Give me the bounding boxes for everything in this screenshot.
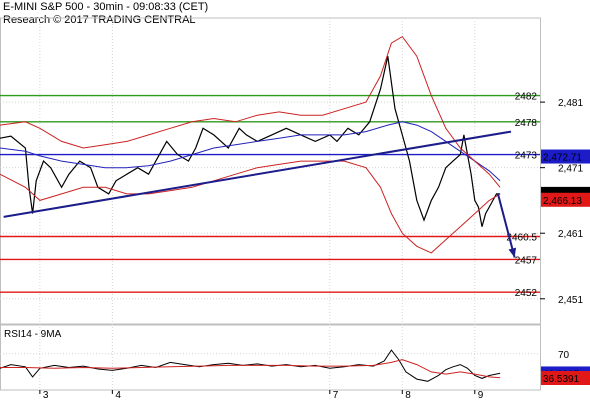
level-label: 2457 [515,255,538,266]
x-tick-label: 8 [405,390,411,400]
rsi-panel: RSI14 - 9MA 7042.829736.5391 [0,323,590,391]
rsi-frame [0,323,541,391]
price-frame [0,17,541,326]
x-tick-label: 7 [333,390,339,400]
price-tag: 2,472.71 [543,153,582,164]
bollinger-upper-line [0,35,501,188]
y-tick-label: 2,461 [558,229,583,240]
price-tag: 2,466.13 [543,196,582,207]
rsi-line [0,349,501,382]
rsi-panel-label: RSI14 - 9MA [4,329,62,340]
rsi-tag-box [541,371,590,386]
forecast-arrow [496,193,516,258]
forecast-arrow-head [508,247,517,258]
trendline [3,130,512,218]
level-label: 2473 [515,151,538,162]
x-tick-label: 4 [115,390,121,400]
rsi-tag: 36.5391 [543,374,580,385]
level-label: 2452 [515,288,538,299]
chart-copyright: Research © 2017 TRADING CENTRAL [3,14,196,26]
chart-title: E-MINI S&P 500 - 30min - 09:08:33 (CET) [3,1,209,13]
moving-average-line [0,121,501,182]
level-label: 2482 [515,92,538,103]
level-label: 2478 [515,118,538,129]
x-tick-label: 3 [43,390,49,400]
rsi-y-tick-label: 70 [558,350,570,361]
bollinger-lower-line [0,160,501,254]
price-tag-box [541,149,590,164]
x-tick-label: 9 [478,390,484,400]
rsi-ma-line [0,359,501,379]
y-tick-label: 2,471 [558,164,583,175]
price-panel: 2,451 2,461 2,471 2,481 2482 2478 2473 2460.5 24… [0,17,590,326]
price-tag-box [541,192,590,207]
level-label: 2460.5 [506,233,537,244]
y-tick-label: 2,451 [558,295,583,306]
y-tick-label: 2,481 [558,98,583,109]
x-axis: 3 4 7 8 9 [39,390,484,400]
price-line [0,56,501,227]
